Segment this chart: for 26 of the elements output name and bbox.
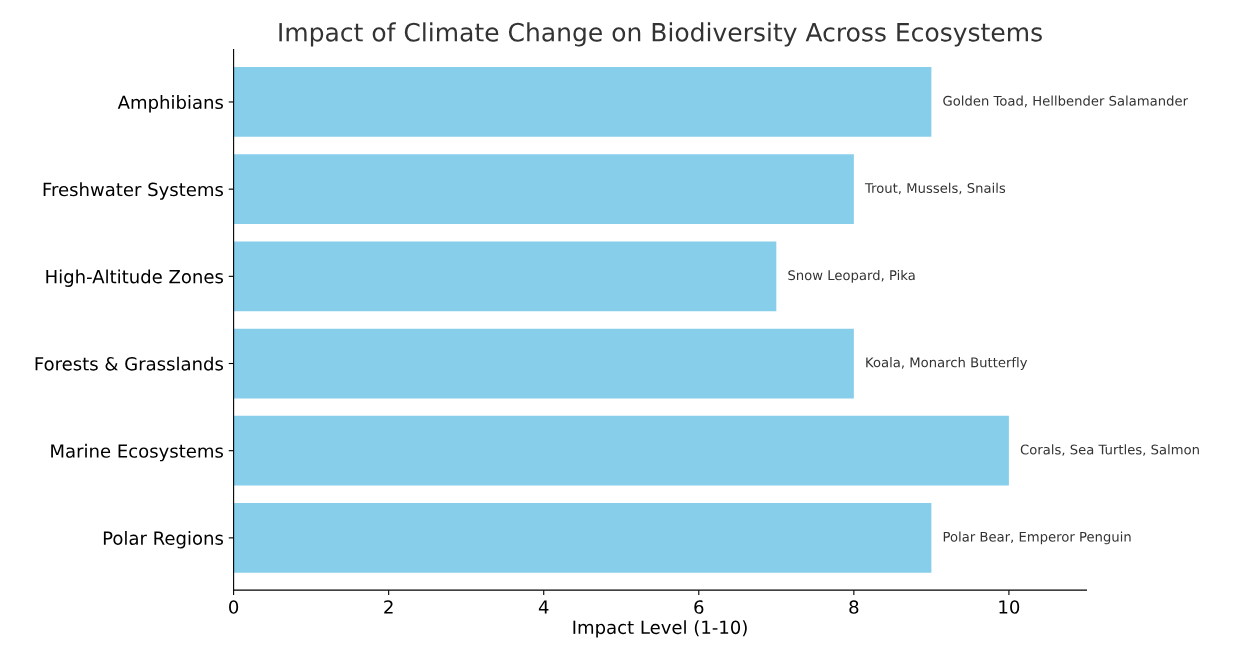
annotation: Snow Leopard, Pika — [788, 269, 915, 283]
y-tick-label: High-Altitude Zones — [46, 269, 223, 287]
x-tick-label: 0 — [229, 600, 239, 614]
annotation: Corals, Sea Turtles, Salmon — [1020, 444, 1199, 456]
y-tick-label: Forests & Grasslands — [35, 356, 224, 371]
chart-title: Impact of Climate Change on Biodiversity Across Ecosystems — [279, 22, 1042, 47]
y-tick-label: Polar Regions — [103, 531, 223, 549]
bar — [233, 154, 854, 225]
annotation: Polar Bear, Emperor Penguin — [943, 531, 1131, 545]
annotation: Trout, Mussels, Snails — [864, 182, 1006, 195]
annotation: Golden Toad, Hellbender Salamander — [943, 95, 1189, 108]
y-tick-label: Amphibians — [117, 95, 223, 113]
x-tick-label: 4 — [538, 600, 549, 614]
bar — [233, 328, 854, 399]
y-tick-label: Marine Ecosystems — [51, 443, 223, 462]
x-tick-label: 10 — [999, 600, 1020, 614]
bar — [233, 67, 932, 137]
x-tick-label: 2 — [384, 600, 393, 614]
bar — [233, 503, 932, 573]
y-tick-label: Freshwater Systems — [43, 182, 223, 200]
bar — [233, 241, 777, 312]
x-tick-label: 6 — [694, 600, 704, 614]
x-axis-title: Impact Level (1-10) — [573, 620, 747, 638]
x-tick-label: 8 — [849, 600, 859, 614]
annotation: Koala, Monarch Butterfly — [866, 357, 1028, 370]
bar — [233, 415, 1009, 486]
